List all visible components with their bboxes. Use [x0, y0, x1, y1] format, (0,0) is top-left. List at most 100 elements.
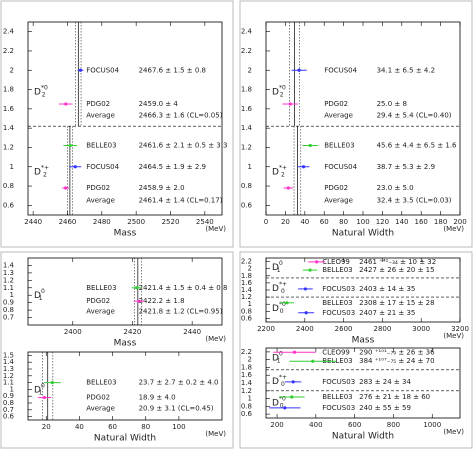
- point: [42, 395, 47, 400]
- row-source: BELLE03: [322, 357, 352, 365]
- y-tick-label: 2: [10, 66, 14, 74]
- group-label-sub: 1: [277, 266, 281, 273]
- group-label: D*+ 0: [272, 281, 287, 295]
- x-tick-label: 60: [108, 423, 117, 431]
- row-result: 34.1 ± 6.5 ± 4.2: [377, 66, 435, 74]
- point: [285, 301, 289, 305]
- row-source: Average: [86, 112, 115, 120]
- plot-frame: [27, 21, 223, 216]
- x-tick-label: 2500: [127, 218, 145, 226]
- x-tick-label: 80: [339, 218, 348, 226]
- y-tick-label: 0.8: [3, 399, 14, 407]
- group-label-base: D: [272, 87, 279, 97]
- group-label: D*0 2: [34, 84, 48, 98]
- row-result: 23.0 ± 5.0: [377, 184, 414, 192]
- y-tick-label: 1.2: [241, 387, 252, 395]
- group-label-sub: 2: [281, 171, 285, 178]
- y-tick-label: 2.4: [241, 28, 253, 36]
- x-tick-label: 200: [270, 421, 283, 429]
- x-tick-label: 800: [387, 421, 400, 429]
- row-source: FOCUS03: [322, 285, 355, 293]
- y-tick-label: 0.8: [3, 182, 14, 190]
- y-tick-label: 1.2: [3, 276, 14, 284]
- row-source: CLEO99: [322, 258, 350, 266]
- y-tick-label: 1.3: [3, 269, 14, 277]
- point: [137, 299, 141, 303]
- group-label-base: D: [272, 284, 279, 294]
- y-tick-label: 1.2: [241, 143, 252, 151]
- x-tick-label: 2400: [64, 328, 82, 336]
- group-label-sup: *+: [279, 374, 287, 381]
- group-label: D0 1: [272, 350, 283, 364]
- group-label: D*0 0: [272, 300, 286, 314]
- group-label-base: D: [272, 262, 279, 272]
- y-tick-label: 1.8: [241, 86, 252, 94]
- group-label-base: D: [272, 353, 279, 363]
- row-result: 2403 ± 14 ± 35: [359, 285, 415, 293]
- x-axis-unit: (MeV): [443, 428, 464, 436]
- y-tick-label: 1: [10, 163, 14, 171]
- x-tick-label: 3200: [451, 325, 469, 333]
- row-source: Average: [86, 308, 115, 316]
- y-tick-label: 0.6: [3, 201, 15, 209]
- point: [291, 380, 295, 384]
- row-source: PDG02: [86, 297, 110, 305]
- row-result: 2421.8 ± 1.2 (CL=0.95): [139, 308, 223, 316]
- row-source: BELLE03: [86, 284, 116, 292]
- group-label: D*0 0: [272, 395, 286, 409]
- row-result: 2467.6 ± 1.5 ± 0.8: [139, 66, 206, 74]
- row-result: 2466.3 ± 1.6 (CL=0.05): [139, 112, 223, 120]
- row-result: 2407 ± 21 ± 35: [359, 309, 415, 317]
- y-tick-label: 1.4: [241, 124, 253, 132]
- x-tick-label: 3000: [412, 325, 430, 333]
- row-result: 2308 ± 17 ± 15 ± 28: [359, 299, 434, 307]
- y-tick-label: 1.4: [241, 286, 253, 294]
- panel-box: [239, 251, 473, 449]
- y-tick-label: 1: [248, 300, 252, 308]
- y-tick-label: 1: [248, 395, 252, 403]
- y-tick-label: 2.4: [3, 28, 15, 36]
- point: [301, 165, 306, 169]
- x-tick-label: 400: [309, 421, 322, 429]
- point: [283, 406, 287, 410]
- row-result: 290 ⁺¹⁰¹₋₇₉ ± 26 ± 36: [359, 348, 435, 356]
- y-tick-label: 1.8: [3, 86, 14, 94]
- x-tick-label: 60: [320, 218, 329, 226]
- row-result: 29.4 ± 5.4 (CL=0.40): [377, 112, 452, 120]
- group-label: D0 1: [34, 382, 45, 396]
- row-result: 2461.4 ± 1.4 (CL=0.17): [139, 197, 223, 205]
- y-tick-label: 1.5: [3, 351, 14, 359]
- row-result: 32.4 ± 3.5 (CL=0.03): [377, 197, 452, 205]
- point: [78, 68, 83, 72]
- row-source: Average: [324, 197, 353, 205]
- point: [292, 350, 297, 354]
- x-axis-label: Natural Width: [332, 432, 394, 442]
- y-tick-label: 2: [248, 66, 252, 74]
- row-source: FOCUS03: [322, 378, 355, 386]
- group-label: D*0 2: [272, 84, 286, 98]
- point: [290, 395, 294, 399]
- group-label: D0 1: [272, 259, 283, 273]
- x-axis-unit: (MeV): [205, 430, 226, 438]
- row-result: 2461.6 ± 2.1 ± 0.5 ± 3.3: [139, 142, 228, 150]
- y-tick-label: 1.2: [3, 372, 14, 380]
- plot-frame: [27, 257, 223, 326]
- y-tick-label: 1.4: [241, 379, 253, 387]
- row-result: 25.0 ± 8: [377, 100, 407, 108]
- point: [286, 186, 290, 190]
- y-tick-label: 0.7: [3, 314, 14, 322]
- group-label-base: D: [272, 398, 279, 408]
- y-tick-label: 1.8: [241, 272, 252, 280]
- y-tick-label: 2.2: [3, 47, 14, 55]
- x-tick-label: 200: [453, 218, 466, 226]
- x-tick-label: 0: [264, 218, 268, 226]
- x-tick-label: 2540: [196, 218, 214, 226]
- group-label-sup: *0: [279, 84, 286, 91]
- y-tick-label: 2.2: [241, 47, 252, 55]
- row-source: FOCUS04: [86, 163, 119, 171]
- row-result: 2459.0 ± 4: [139, 100, 179, 108]
- row-result: 2458.9 ± 2.0: [139, 184, 185, 192]
- group-label-sup: *0: [279, 395, 286, 402]
- x-axis-unit: (MeV): [443, 225, 464, 233]
- point: [73, 165, 77, 169]
